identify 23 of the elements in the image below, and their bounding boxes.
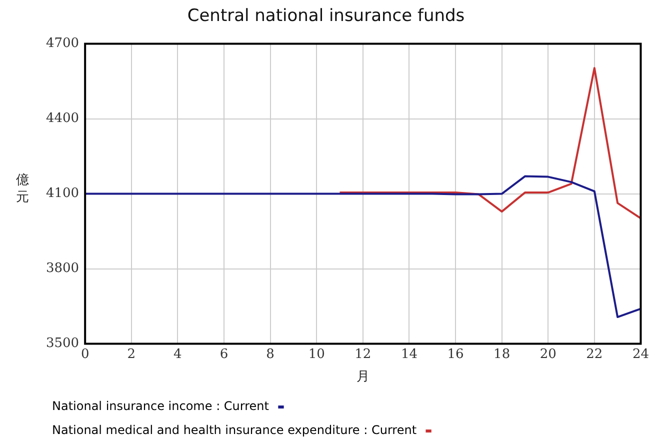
x-tick-label: 24 bbox=[632, 346, 649, 362]
x-tick-label: 12 bbox=[354, 346, 372, 362]
y-tick-label: 3500 bbox=[46, 336, 80, 352]
y-tick-label: 4100 bbox=[46, 186, 80, 202]
x-tick-label: 4 bbox=[174, 346, 182, 362]
x-tick-label: 10 bbox=[308, 346, 325, 362]
x-tick-label: 14 bbox=[400, 346, 418, 362]
x-tick-label: 18 bbox=[494, 346, 510, 362]
x-tick-label: 2 bbox=[127, 346, 136, 362]
x-axis-title: 月 bbox=[356, 370, 370, 385]
y-tick-label: 4700 bbox=[46, 36, 80, 52]
legend-label: National medical and health insurance expenditure : Current bbox=[52, 423, 417, 438]
y-axis-title: 億元 bbox=[16, 172, 30, 206]
y-tick-label: 3800 bbox=[46, 261, 80, 276]
x-tick-label: 20 bbox=[540, 346, 556, 362]
x-tick-label: 6 bbox=[220, 346, 228, 362]
chart-title: Central national insurance funds bbox=[186, 6, 466, 26]
x-tick-label: 22 bbox=[586, 346, 603, 362]
x-tick-label: 0 bbox=[80, 346, 90, 362]
y-tick-label: 4400 bbox=[46, 111, 80, 126]
legend-label: National insurance income : Current bbox=[52, 399, 270, 414]
x-tick-label: 8 bbox=[266, 346, 274, 362]
x-tick-label: 16 bbox=[447, 346, 464, 362]
